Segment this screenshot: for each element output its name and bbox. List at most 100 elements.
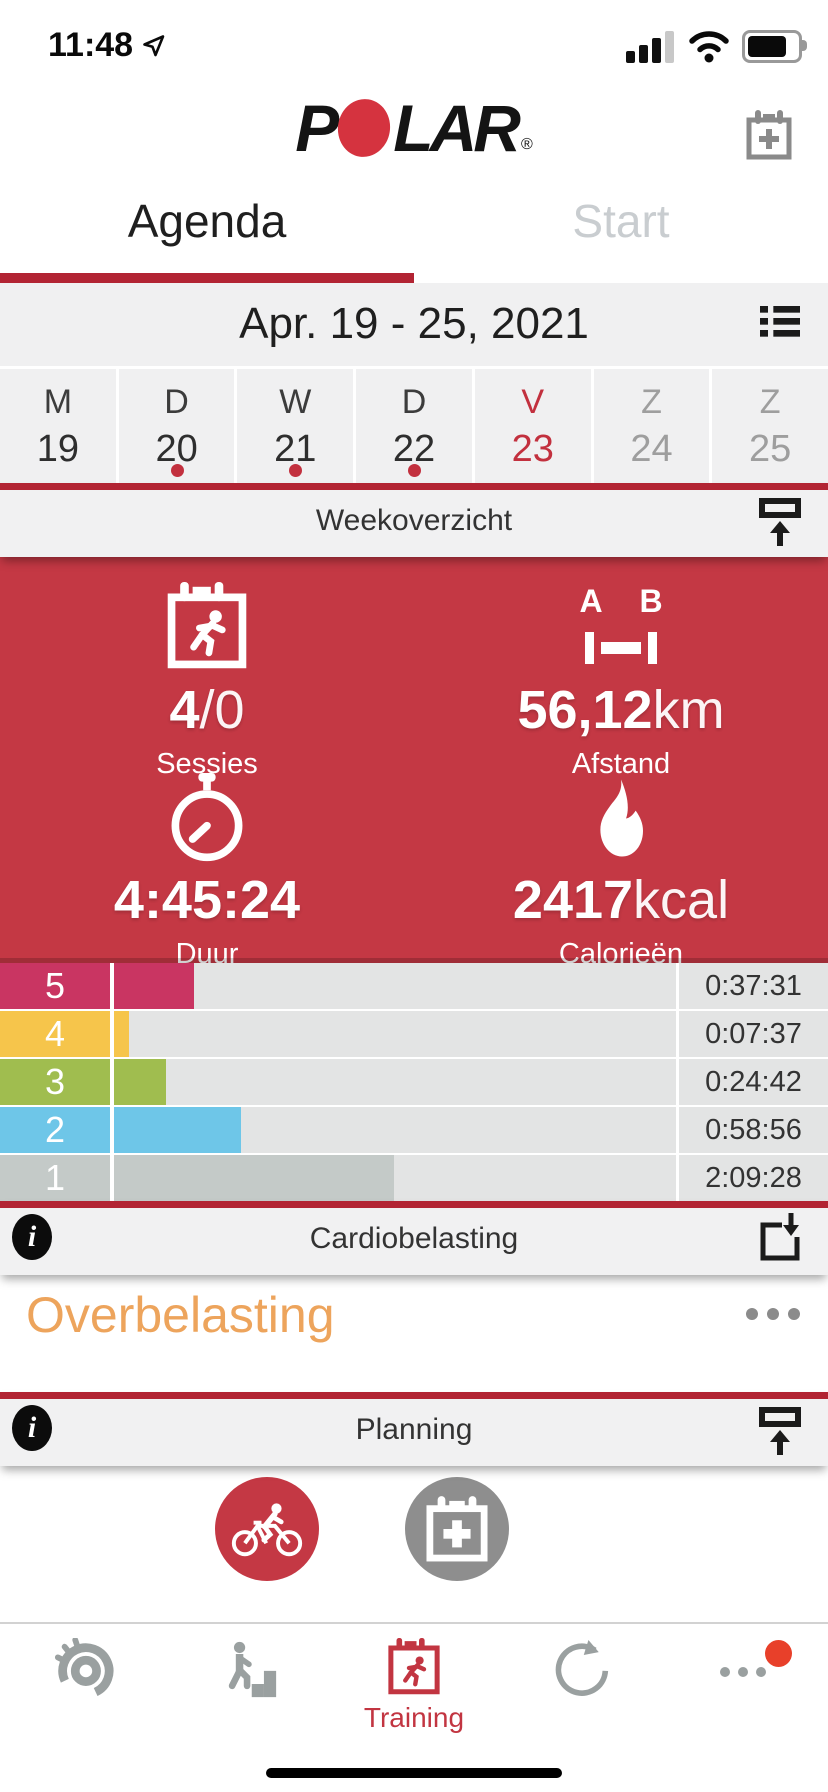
nav-training-label: Training	[363, 1702, 465, 1733]
zone-bar-fill	[114, 1107, 241, 1153]
status-time: 11:48	[48, 26, 134, 64]
ellipsis-menu-button[interactable]	[746, 1308, 800, 1320]
calendar-plus-icon	[426, 1496, 488, 1562]
export-icon[interactable]	[756, 1213, 802, 1263]
svg-text:B: B	[639, 586, 662, 619]
active-tab-indicator	[0, 273, 414, 283]
zone-row-3: 3 0:24:42	[0, 1059, 828, 1105]
zone-row-1: 1 2:09:28	[0, 1155, 828, 1201]
location-arrow-icon	[143, 34, 165, 56]
add-training-target-button[interactable]	[746, 110, 792, 160]
day-cell-wednesday[interactable]: W 21	[237, 369, 354, 486]
week-range-label: Apr. 19 - 25, 2021	[239, 299, 589, 348]
calories-unit: kcal	[633, 870, 730, 930]
stairs-icon	[229, 1641, 277, 1698]
nav-item-daily-activity[interactable]	[166, 1624, 332, 1792]
pin-section-button[interactable]	[758, 497, 802, 547]
distance-label: Afstand	[571, 748, 671, 780]
home-indicator[interactable]	[266, 1768, 562, 1778]
day-cell-tuesday[interactable]: D 20	[118, 369, 235, 486]
sessions-unit: /0	[199, 680, 245, 740]
zone-label: 3	[0, 1059, 110, 1105]
info-icon[interactable]: i	[12, 1214, 52, 1260]
zone-bar-track	[114, 1155, 676, 1201]
logo-red-o	[334, 95, 395, 161]
stat-duration: 4:45:24 Duur	[0, 772, 414, 970]
week-range-bar[interactable]: Apr. 19 - 25, 2021	[0, 283, 828, 366]
info-icon[interactable]: i	[12, 1405, 52, 1451]
weekly-stats-panel: 4/0 Sessies A B 56,12km Afstand	[0, 550, 828, 970]
zone-time: 0:24:42	[679, 1059, 828, 1105]
stat-calories: 2417kcal Calorieën	[414, 772, 828, 970]
add-calendar-entry-button[interactable]	[405, 1477, 509, 1581]
nav-item-more[interactable]	[662, 1624, 828, 1792]
zone-label: 5	[0, 963, 110, 1009]
pin-section-button[interactable]	[758, 1406, 802, 1456]
zone-time: 0:07:37	[679, 1011, 828, 1057]
more-icon	[720, 1667, 767, 1677]
calendar-runner-icon	[0, 582, 414, 674]
zone-row-4: 4 0:07:37	[0, 1011, 828, 1057]
stopwatch-icon	[0, 772, 414, 864]
zone-time: 0:58:56	[679, 1107, 828, 1153]
stat-distance: A B 56,12km Afstand	[414, 582, 828, 780]
cardio-load-title: Cardiobelasting	[309, 1222, 519, 1255]
bottom-nav-bar: Training	[0, 1622, 828, 1792]
sessions-value: 4	[169, 680, 200, 740]
nav-item-sync[interactable]	[497, 1624, 663, 1792]
day-cell-saturday[interactable]: Z 24	[593, 369, 710, 486]
top-tab-bar: Agenda Start	[0, 170, 828, 283]
stat-sessions: 4/0 Sessies	[0, 582, 414, 780]
logo-letter-p: P	[295, 91, 339, 165]
day-cell-thursday[interactable]: D 22	[356, 369, 472, 486]
day-cell-sunday[interactable]: Z 25	[712, 369, 828, 486]
zone-row-5: 5 0:37:31	[0, 963, 828, 1009]
tab-start[interactable]: Start	[572, 195, 670, 247]
flame-icon	[414, 772, 828, 864]
calories-value: 2417	[512, 870, 634, 930]
zone-label: 2	[0, 1107, 110, 1153]
tab-agenda[interactable]: Agenda	[127, 195, 287, 247]
zone-label: 4	[0, 1011, 110, 1057]
zone-bar-track	[114, 963, 676, 1009]
event-dot	[170, 464, 184, 477]
cardio-load-header: i Cardiobelasting	[0, 1201, 828, 1275]
training-icon	[388, 1638, 440, 1695]
cardio-status-text: Overbelasting	[26, 1287, 335, 1343]
day-cell-monday[interactable]: M 19	[0, 369, 116, 486]
svg-text:A: A	[579, 586, 602, 619]
planning-header: i Planning	[0, 1392, 828, 1466]
week-day-strip: M 19 D 20 W 21 D 22 V 23 Z 24 Z 25	[0, 366, 828, 486]
add-cycling-session-button[interactable]	[215, 1477, 319, 1581]
nav-item-training[interactable]: Training	[331, 1624, 497, 1792]
polar-logo: P LAR ®	[0, 91, 828, 165]
distance-unit: km	[652, 680, 725, 740]
day-cell-friday-today[interactable]: V 23	[474, 369, 591, 486]
zone-bar-track	[114, 1107, 676, 1153]
zone-bar-fill	[114, 1011, 130, 1057]
activity-icon	[54, 1638, 114, 1699]
event-dot	[408, 464, 422, 477]
status-bar: 11:48	[0, 0, 828, 90]
registered-mark: ®	[520, 136, 533, 153]
sync-icon	[555, 1639, 608, 1696]
zone-label: 1	[0, 1155, 110, 1201]
planning-title: Planning	[355, 1413, 473, 1446]
clock: 11:48	[48, 26, 167, 65]
zone-time: 0:37:31	[679, 963, 828, 1009]
week-overview-title: Weekoverzicht	[315, 504, 513, 537]
nav-item-activity[interactable]	[0, 1624, 166, 1792]
zone-bar-fill	[114, 1155, 394, 1201]
zone-bar-fill	[114, 963, 194, 1009]
app-header: P LAR ®	[0, 90, 828, 170]
zone-bar-track	[114, 1059, 676, 1105]
zone-bar-fill	[114, 1059, 167, 1105]
hr-zone-chart: 5 0:37:31 4 0:07:37 3 0:24:42 2 0:58:56 …	[0, 963, 828, 1203]
cyclist-icon	[231, 1503, 303, 1557]
cardio-status-section: Overbelasting	[0, 1268, 828, 1392]
logo-letters-lar: LAR	[393, 91, 521, 165]
list-view-button[interactable]	[760, 305, 800, 339]
zone-bar-track	[114, 1011, 676, 1057]
duration-value: 4:45:24	[113, 870, 301, 930]
